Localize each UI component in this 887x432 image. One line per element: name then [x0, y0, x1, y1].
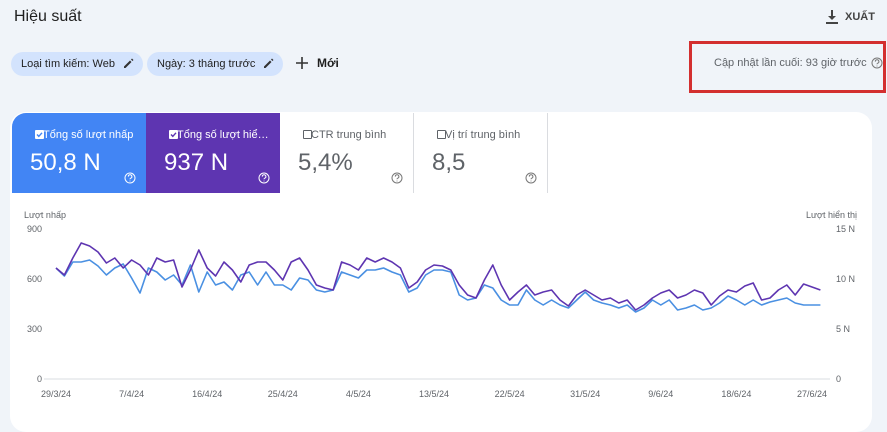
y2-tick-label: 0 — [836, 374, 841, 384]
checkbox — [169, 130, 178, 139]
new-filter-label: Mới — [317, 56, 339, 70]
metric-label: Tổng số lượt nhấp — [43, 129, 134, 141]
x-tick-label: 13/5/24 — [419, 389, 449, 399]
metric-label-row: Tổng số lượt hiể… — [164, 129, 269, 141]
x-tick-label: 29/3/24 — [41, 389, 71, 399]
x-tick-label: 18/6/24 — [721, 389, 751, 399]
metric-tile[interactable]: Vị trí trung bình 8,5 — [414, 113, 548, 193]
metric-tile[interactable]: Tổng số lượt hiể… 937 N — [146, 113, 280, 193]
export-label: XUẤT — [845, 11, 875, 23]
checkbox — [303, 130, 312, 139]
x-tick-label: 4/5/24 — [346, 389, 371, 399]
page: Hiệu suất XUẤT Loại tìm kiếm: Web Ngày: … — [10, 8, 886, 432]
page-title: Hiệu suất — [14, 8, 82, 25]
edit-icon — [123, 58, 134, 68]
y2-tick-label: 10 N — [836, 274, 855, 284]
metric-label-row: Tổng số lượt nhấp — [30, 129, 133, 141]
metric-value: 937 N — [164, 149, 229, 176]
metric-tile[interactable]: Tổng số lượt nhấp 50,8 N — [12, 113, 146, 193]
x-tick-label: 27/6/24 — [797, 389, 827, 399]
x-tick-label: 16/4/24 — [192, 389, 222, 399]
y2-axis-title: Lượt hiển thị — [806, 210, 857, 220]
help-icon — [124, 172, 136, 187]
checkbox — [437, 130, 446, 139]
x-tick-label: 7/4/24 — [119, 389, 144, 399]
metric-tile[interactable]: CTR trung bình 5,4% — [280, 113, 414, 193]
metric-label-row: CTR trung bình — [298, 129, 386, 141]
help-icon — [391, 172, 403, 187]
y-tick-label: 600 — [27, 274, 42, 284]
edit-icon — [264, 58, 274, 68]
filter-chip[interactable]: Loại tìm kiếm: Web — [11, 52, 143, 76]
x-tick-label: 9/6/24 — [648, 389, 673, 399]
series-line — [55, 259, 821, 313]
y2-tick-label: 15 N — [836, 224, 855, 234]
help-icon — [525, 172, 537, 187]
metric-value: 5,4% — [298, 149, 353, 176]
x-tick-label: 31/5/24 — [570, 389, 600, 399]
y-tick-label: 300 — [27, 324, 42, 334]
y-axis-title: Lượt nhấp — [24, 210, 66, 220]
x-tick-label: 22/5/24 — [495, 389, 525, 399]
last-updated: Cập nhật lần cuối: 93 giờ trước — [714, 57, 883, 69]
help-icon — [258, 172, 270, 187]
export-button[interactable]: XUẤT — [826, 9, 875, 25]
metric-label: Vị trí trung bình — [445, 129, 521, 141]
filter-label: Ngày: 3 tháng trước — [157, 58, 256, 70]
filter-chip[interactable]: Ngày: 3 tháng trước — [147, 52, 284, 76]
metric-label-row: Vị trí trung bình — [432, 129, 520, 141]
y-tick-label: 0 — [37, 374, 42, 384]
y-tick-label: 900 — [27, 224, 42, 234]
metric-value: 8,5 — [432, 149, 466, 176]
new-filter-button[interactable]: Mới — [296, 56, 339, 70]
series-line — [55, 242, 821, 311]
plus-icon — [296, 57, 308, 69]
x-tick-label: 25/4/24 — [268, 389, 298, 399]
checkbox — [35, 130, 44, 139]
y2-tick-label: 5 N — [836, 324, 850, 334]
help-icon — [871, 57, 883, 69]
filter-label: Loại tìm kiếm: Web — [21, 58, 115, 70]
download-icon — [826, 10, 838, 24]
metric-value: 50,8 N — [30, 149, 101, 176]
last-updated-text: Cập nhật lần cuối: 93 giờ trước — [714, 57, 867, 69]
chart: 0 300 600 900 0 5 N 10 N 15 N 29/3/24 7/4/24 16/4/… — [24, 210, 857, 399]
metric-label: CTR trung bình — [311, 129, 387, 141]
metric-label: Tổng số lượt hiể… — [177, 129, 269, 141]
highlight-box — [689, 41, 886, 93]
